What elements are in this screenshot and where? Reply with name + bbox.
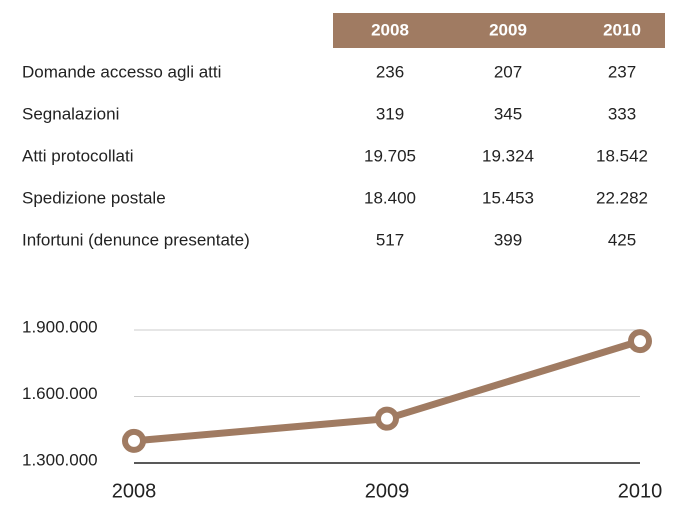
table-cell: 22.282 (596, 188, 648, 207)
table-header-cell: 2008 (371, 20, 409, 39)
table-cell: 18.400 (364, 188, 416, 207)
table-cell: 19.324 (482, 146, 534, 165)
table-cell: 319 (376, 104, 404, 123)
row-label: Domande accesso agli atti (22, 62, 221, 81)
table-cell: 207 (494, 62, 522, 81)
table-cell: 18.542 (596, 146, 648, 165)
x-tick-label: 2009 (365, 480, 410, 502)
y-tick-label: 1.900.000 (22, 317, 98, 336)
point (375, 406, 399, 431)
table-cell: 517 (376, 230, 404, 249)
table-cell: 333 (608, 104, 636, 123)
row-label: Segnalazioni (22, 104, 119, 123)
y-tick-label: 1.300.000 (22, 450, 98, 469)
table-cell: 345 (494, 104, 522, 123)
row-label: Atti protocollati (22, 146, 134, 165)
table-header-cell: 2009 (489, 20, 527, 39)
table-cell: 399 (494, 230, 522, 249)
table-cell: 15.453 (482, 188, 534, 207)
row-label: Spedizione postale (22, 188, 166, 207)
table-cell: 19.705 (364, 146, 416, 165)
x-tick-label: 2010 (618, 480, 663, 502)
table-header-cell: 2010 (603, 20, 641, 39)
point (628, 329, 652, 354)
row-label: Infortuni (denunce presentate) (22, 230, 250, 249)
y-tick-label: 1.600.000 (22, 384, 98, 403)
table-cell: 425 (608, 230, 636, 249)
point (122, 428, 146, 453)
x-tick-label: 2008 (112, 480, 157, 502)
table-cell: 237 (608, 62, 636, 81)
table-cell: 236 (376, 62, 404, 81)
table-header-band (333, 13, 665, 48)
